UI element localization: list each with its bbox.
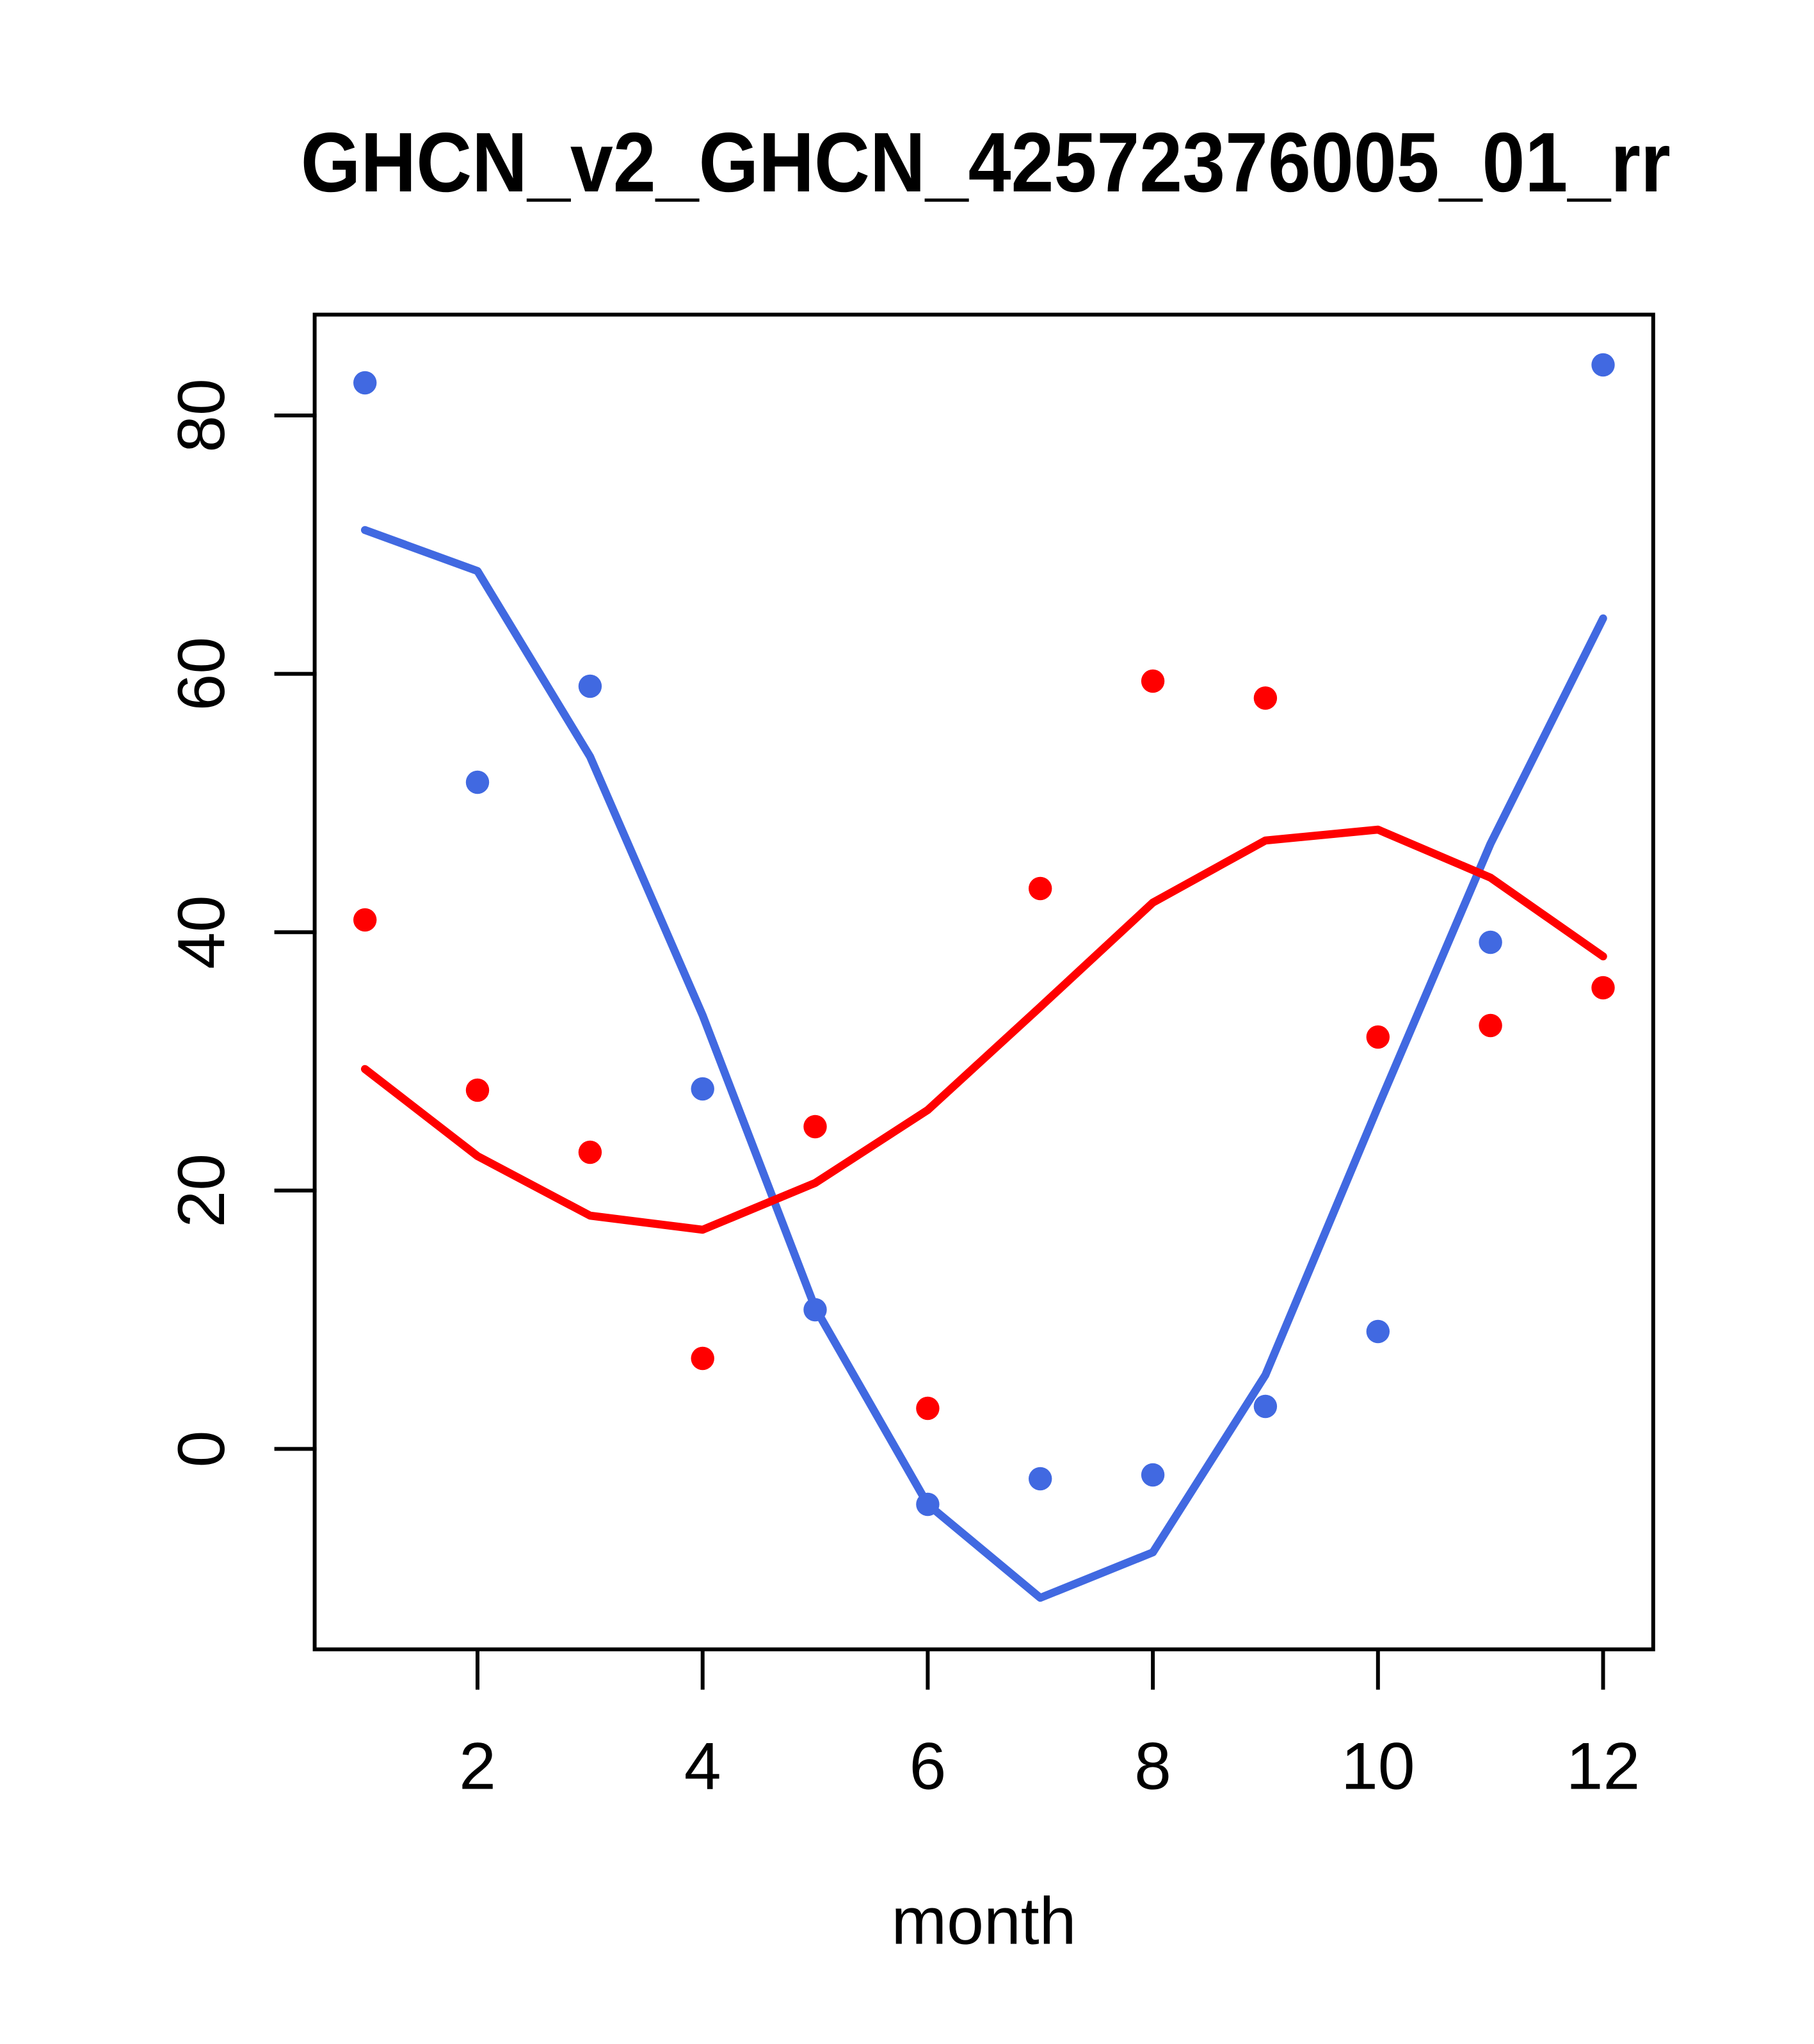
svg-text:60: 60: [165, 637, 239, 711]
svg-text:80: 80: [165, 378, 239, 453]
svg-text:6: 6: [909, 1730, 946, 1804]
svg-text:40: 40: [165, 895, 239, 969]
svg-text:8: 8: [1134, 1730, 1171, 1804]
svg-text:0: 0: [165, 1430, 239, 1467]
svg-text:12: 12: [1566, 1730, 1641, 1804]
svg-text:GHCN_v2_GHCN_42572376005_01_rr: GHCN_v2_GHCN_42572376005_01_rr: [301, 115, 1671, 209]
svg-text:20: 20: [165, 1154, 239, 1228]
svg-text:4: 4: [684, 1730, 721, 1804]
svg-text:month: month: [891, 1885, 1076, 1959]
svg-text:10: 10: [1341, 1730, 1415, 1804]
svg-text:2: 2: [459, 1730, 496, 1804]
